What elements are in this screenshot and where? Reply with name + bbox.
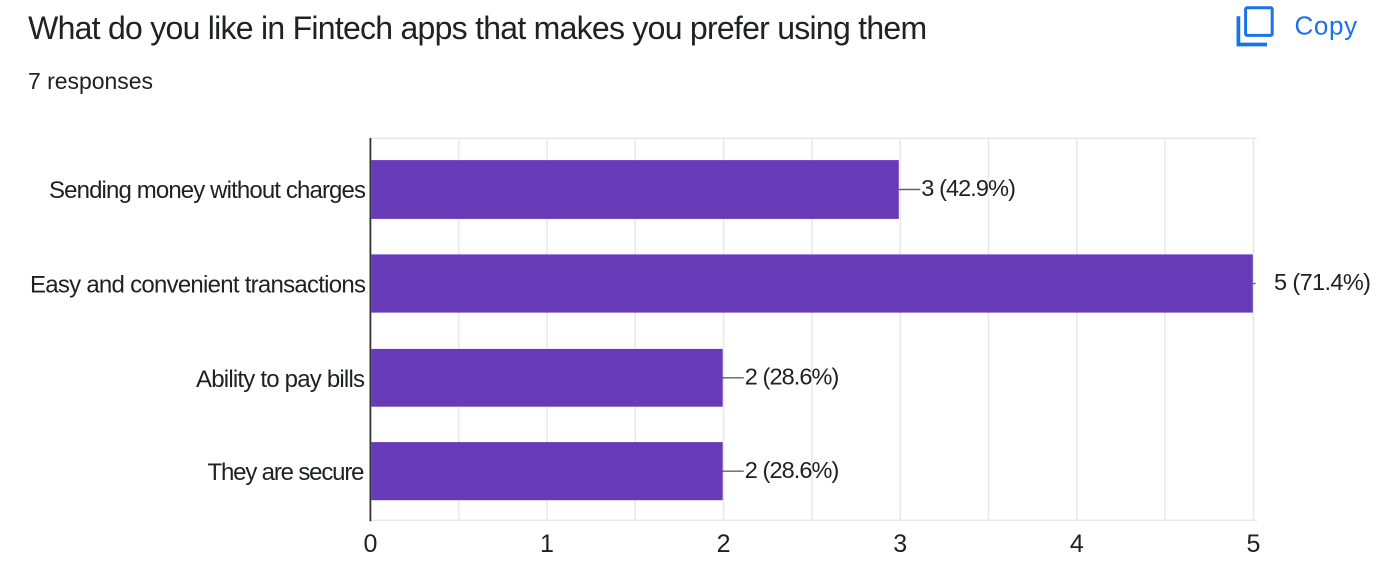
svg-text:2 (28.6%): 2 (28.6%) xyxy=(745,457,840,483)
svg-text:Easy and convenient transactio: Easy and convenient transactions xyxy=(30,271,366,298)
svg-text:Sending money without charges: Sending money without charges xyxy=(49,177,366,204)
svg-text:5 (71.4%): 5 (71.4%) xyxy=(1274,269,1371,295)
svg-text:2: 2 xyxy=(717,530,731,558)
svg-text:What do you like in Fintech ap: What do you like in Fintech apps that ma… xyxy=(28,10,927,46)
svg-text:5: 5 xyxy=(1246,530,1260,558)
svg-text:Ability to pay bills: Ability to pay bills xyxy=(196,366,365,393)
svg-text:Copy: Copy xyxy=(1295,11,1358,41)
svg-text:3: 3 xyxy=(893,530,907,558)
svg-text:1: 1 xyxy=(540,530,554,558)
svg-text:They are secure: They are secure xyxy=(208,459,365,486)
svg-text:3 (42.9%): 3 (42.9%) xyxy=(921,175,1016,201)
svg-text:4: 4 xyxy=(1070,530,1084,558)
svg-text:7 responses: 7 responses xyxy=(28,68,153,94)
svg-text:2 (28.6%): 2 (28.6%) xyxy=(745,363,840,389)
svg-text:0: 0 xyxy=(363,530,377,558)
